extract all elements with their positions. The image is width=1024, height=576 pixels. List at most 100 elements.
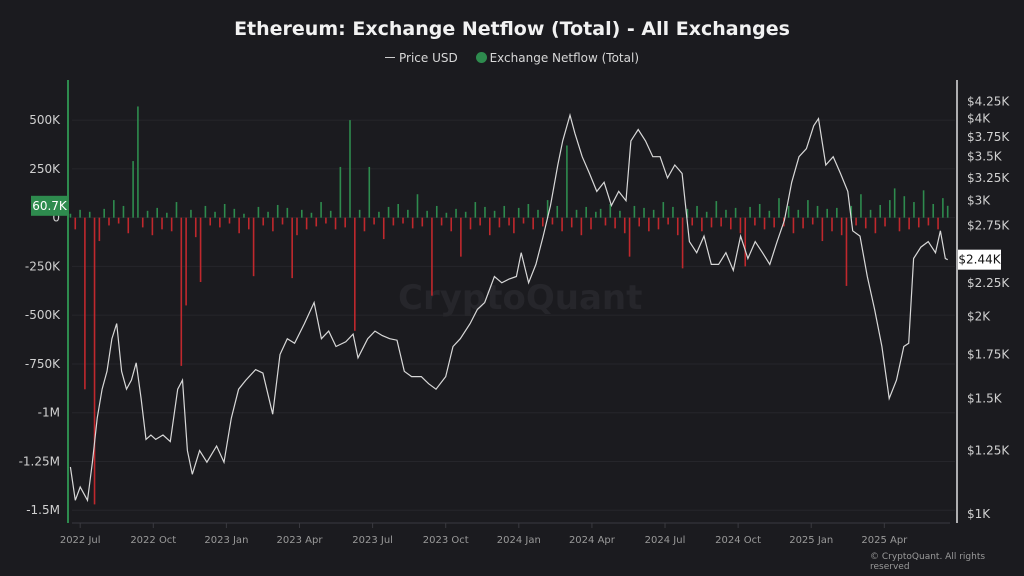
netflow-bar [619,210,621,218]
x-tick-label: 2022 Jul [60,535,101,546]
netflow-bar [927,217,930,226]
left-tick-label: 500K [29,113,61,127]
netflow-bar [599,208,602,218]
netflow-bar [223,203,226,218]
netflow-bar [855,217,857,226]
netflow-bar [860,194,862,218]
netflow-bar [879,204,882,218]
chart-title: Ethereum: Exchange Netflow (Total) - All… [234,18,790,40]
x-tick-label: 2024 Oct [715,535,761,546]
x-tick-label: 2023 Jul [352,535,393,546]
netflow-bar [69,213,72,218]
netflow-bar [821,217,824,242]
price-line [69,112,948,503]
netflow-bar [537,209,539,218]
netflow-bar [503,205,506,218]
netflow-bar [787,205,790,218]
netflow-bar [609,203,612,218]
netflow-bar [898,217,901,232]
netflow-bar [893,188,896,218]
right-tick-label: $1.75K [967,348,1010,362]
netflow-bar [691,217,694,226]
netflow-bar [551,217,554,225]
netflow-bar [681,217,684,269]
netflow-bar [339,166,342,218]
netflow-bar [175,202,178,218]
legend-item-price[interactable]: Price USD [385,50,458,65]
netflow-bar [720,217,722,227]
netflow-bar [382,217,385,240]
netflow-bar [917,217,920,228]
netflow-bar [88,211,91,218]
netflow-bar [937,217,939,230]
x-tick-label: 2024 Jan [497,535,541,546]
netflow-bar [908,217,910,230]
netflow-bar [744,217,747,267]
left-tick-label: -1.25M [19,454,60,468]
right-tick-label: $2.25K [967,276,1010,290]
netflow-bar [508,217,510,226]
netflow-bar [889,200,891,218]
netflow-bar [127,217,130,234]
netflow-bar [310,212,313,218]
netflow-bar [662,202,665,218]
netflow-bar [546,200,549,218]
netflow-bar [407,209,409,218]
left-tick-label: -750K [25,357,61,371]
left-tick-label: -1.5M [26,503,60,517]
legend-item-netflow[interactable]: Exchange Netflow (Total) [462,50,639,65]
netflow-bar [580,217,583,236]
netflow-bar [108,217,110,226]
x-tick-label: 2022 Oct [130,535,176,546]
netflow-bar [98,217,101,242]
netflow-bar [652,209,655,218]
netflow-bar [450,217,453,232]
netflow-bar [595,211,597,218]
netflow-bar [79,209,81,218]
netflow-bar [305,217,308,230]
netflow-bar [151,217,154,236]
netflow-bar [103,208,105,218]
netflow-bar [190,209,192,218]
netflow-bar [392,217,395,226]
netflow-bar [132,161,134,218]
netflow-bar [527,203,530,218]
netflow-bar [233,208,236,218]
netflow-bar [411,217,414,229]
netflow-bar [252,217,255,277]
right-tick-label: $3K [967,194,991,208]
netflow-bar [739,217,742,234]
netflow-bar [146,210,149,218]
netflow-bar [262,217,265,226]
netflow-bar [469,217,472,230]
netflow-bar [354,217,356,331]
netflow-bar [763,217,766,230]
netflow-bar [84,217,86,390]
copyright: © CryptoQuant. All rights reserved [870,552,986,572]
right-tick-label: $2.75K [967,219,1010,233]
netflow-bar [325,217,327,224]
netflow-bar [797,209,800,218]
netflow-bar [802,217,804,229]
netflow-bar [402,217,404,224]
netflow-bar [575,209,578,218]
netflow-bar [874,217,877,234]
left-tick-label: -1M [38,406,60,420]
netflow-bar [754,217,756,226]
netflow-bar [267,211,269,218]
netflow-bar [864,217,867,229]
netflow-bar [710,217,713,228]
netflow-bar [556,205,559,218]
right-tick-label: $3.5K [967,150,1003,164]
x-tick-label: 2024 Apr [569,535,616,546]
netflow-bar [705,211,708,218]
netflow-bar [696,205,698,218]
netflow-bar [942,198,944,218]
netflow-bar [431,217,433,296]
netflow-bar [493,210,496,218]
right-tick-label: $2K [967,309,991,323]
left-tick-label: -500K [25,308,61,322]
netflow-bar [648,217,650,232]
price-current-badge [958,249,1001,270]
